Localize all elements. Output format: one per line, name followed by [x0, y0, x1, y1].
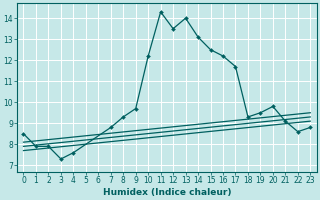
X-axis label: Humidex (Indice chaleur): Humidex (Indice chaleur) [103, 188, 231, 197]
